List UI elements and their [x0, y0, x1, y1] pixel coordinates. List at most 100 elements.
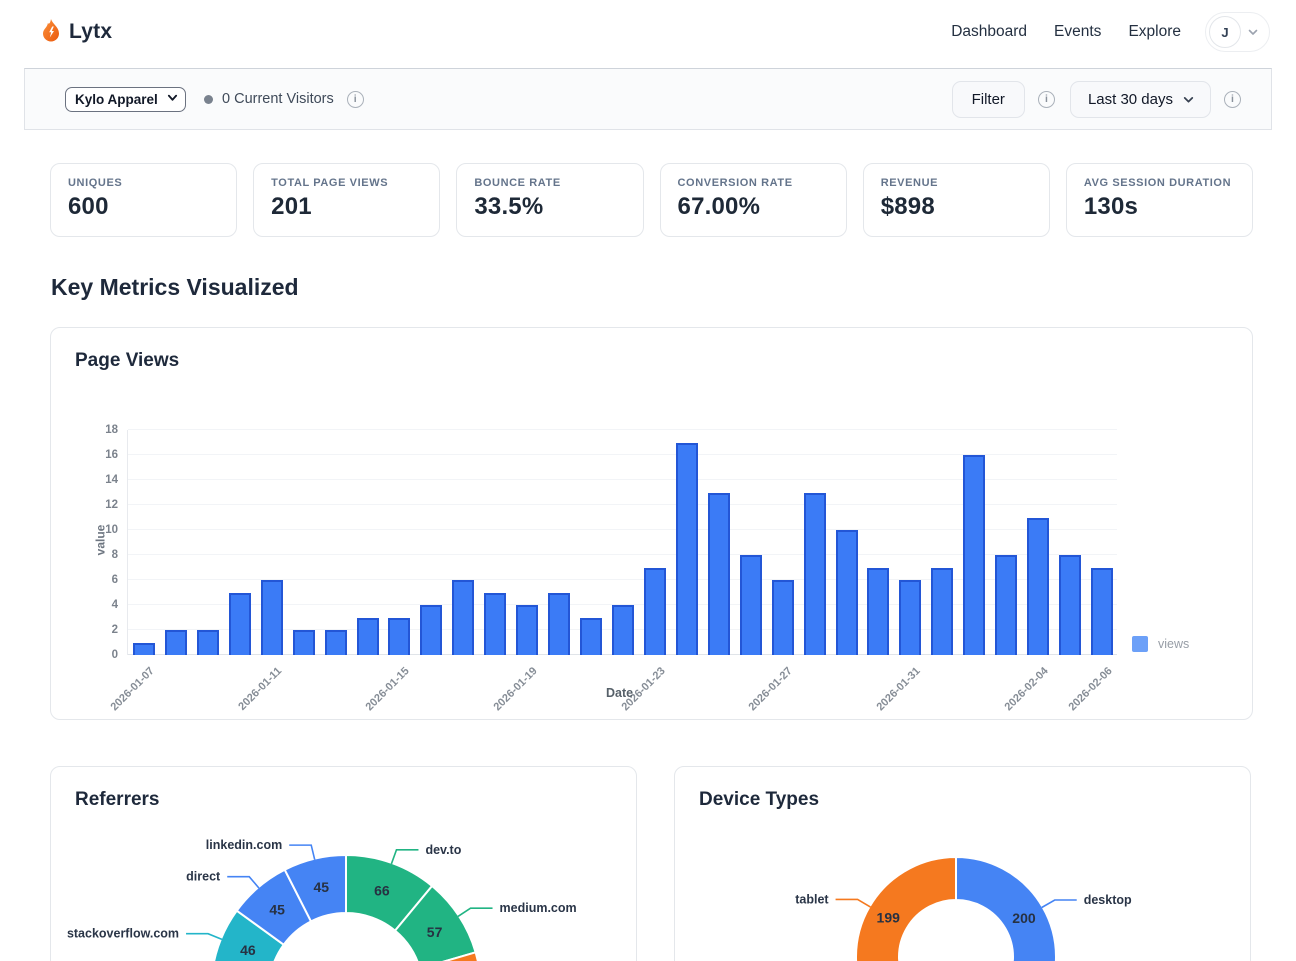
nav-link-explore[interactable]: Explore: [1128, 23, 1181, 40]
date-range-info-icon[interactable]: i: [1224, 90, 1241, 108]
bar-chart-x-axis: 2026-01-07 2026-01-11 2026-01-15 2026-01-19…: [108, 655, 1117, 715]
bar[interactable]: [452, 580, 475, 655]
y-axis-tick-label: 16: [105, 449, 118, 461]
bar[interactable]: [580, 617, 603, 655]
bar[interactable]: [164, 630, 187, 655]
bar[interactable]: [1091, 567, 1114, 655]
bar[interactable]: [324, 630, 347, 655]
donut-slice[interactable]: [413, 951, 481, 961]
gridline: [128, 604, 1117, 605]
bar[interactable]: [516, 605, 539, 655]
chart-legend[interactable]: views: [1132, 636, 1189, 652]
stat-value: 33.5%: [474, 193, 544, 220]
filter-button[interactable]: Filter: [951, 80, 1025, 118]
brand-name: Lytx: [69, 20, 113, 43]
slice-value-label: 46: [240, 942, 256, 958]
stat-value: $898: [880, 193, 935, 220]
slice-value-label: 66: [374, 882, 390, 898]
y-axis-tick-label: 0: [111, 649, 118, 661]
device-types-chart-title: Device Types: [699, 789, 820, 810]
x-axis-title: Date: [606, 686, 634, 700]
stat-card-conversion-rate: CONVERSION RATE 67.00%: [659, 163, 847, 237]
bar[interactable]: [420, 605, 443, 655]
device-types-donut-chart: 200 desktop 199 tablet: [795, 855, 1132, 961]
bar[interactable]: [1027, 517, 1050, 655]
slice-value-label: 199: [877, 909, 901, 925]
avatar: J: [1209, 16, 1241, 48]
slice-value-label: 45: [269, 901, 285, 917]
gridline: [128, 579, 1117, 580]
y-axis-tick-label: 2: [111, 624, 118, 636]
label-leader-line: [227, 875, 260, 889]
stat-value: 201: [271, 193, 312, 220]
legend-swatch: [1132, 636, 1148, 652]
chevron-down-icon: [1182, 93, 1195, 106]
bar[interactable]: [963, 455, 986, 655]
bar[interactable]: [228, 592, 251, 655]
gridline: [128, 529, 1117, 530]
top-nav: Lytx Dashboard Events Explore J: [0, 0, 1296, 64]
gridline: [128, 554, 1117, 555]
donut-slice[interactable]: [855, 855, 957, 961]
main-content: UNIQUES 600 TOTAL PAGE VIEWS 201 BOUNCE …: [0, 163, 1296, 961]
bar[interactable]: [548, 592, 571, 655]
x-axis-tick-label: 2026-01-15: [363, 665, 412, 714]
bar[interactable]: [484, 592, 507, 655]
date-range-button[interactable]: Last 30 days: [1069, 80, 1211, 118]
bar[interactable]: [995, 555, 1018, 655]
stats-row: UNIQUES 600 TOTAL PAGE VIEWS 201 BOUNCE …: [50, 163, 1254, 237]
donut-slice[interactable]: [955, 855, 1057, 961]
nav-link-events[interactable]: Events: [1054, 23, 1102, 40]
avatar-initial: J: [1221, 24, 1229, 40]
filter-info-icon[interactable]: i: [1037, 90, 1055, 108]
gridline: [128, 504, 1117, 505]
status-dot: [204, 94, 213, 104]
bar[interactable]: [292, 630, 315, 655]
bar[interactable]: [356, 617, 379, 655]
stat-label: UNIQUES: [68, 177, 123, 189]
user-menu[interactable]: J: [1205, 12, 1270, 52]
label-leader-line: [835, 898, 871, 908]
bar[interactable]: [1059, 555, 1082, 655]
date-range-label: Last 30 days: [1087, 90, 1173, 108]
donut-slice[interactable]: [283, 853, 347, 923]
y-axis-tick-label: 4: [111, 599, 118, 611]
bar[interactable]: [260, 580, 283, 655]
site-selector-wrap: Kylo Apparel: [65, 86, 186, 112]
bar[interactable]: [675, 442, 698, 655]
x-axis-tick-label: 2026-01-19: [491, 665, 540, 714]
page-views-chart-title: Page Views: [75, 350, 180, 371]
slice-name-label: tablet: [795, 892, 829, 906]
visitors-info-icon[interactable]: i: [346, 90, 364, 108]
slice-name-label: desktop: [1084, 893, 1132, 907]
stat-card-bounce-rate: BOUNCE RATE 33.5%: [456, 163, 644, 237]
bar[interactable]: [707, 492, 730, 655]
stat-card-total-page-views: TOTAL PAGE VIEWS 201: [253, 163, 441, 237]
bar[interactable]: [771, 580, 794, 655]
toolbar-right: Filter i Last 30 days i: [951, 80, 1241, 118]
stat-label: TOTAL PAGE VIEWS: [271, 177, 389, 189]
bar[interactable]: [739, 555, 762, 655]
label-leader-line: [457, 907, 493, 918]
bar[interactable]: [899, 580, 922, 655]
referrers-card: Referrers 66 dev.to 57 medium.com 46 stackove…: [50, 766, 637, 961]
bar[interactable]: [196, 630, 219, 655]
bar[interactable]: [867, 567, 890, 655]
bar[interactable]: [612, 605, 634, 655]
chevron-down-icon: [1247, 26, 1259, 38]
site-selector[interactable]: Kylo Apparel: [65, 86, 186, 112]
stat-value: 67.00%: [677, 193, 761, 220]
y-axis-tick-label: 14: [105, 474, 118, 486]
bar[interactable]: [931, 567, 954, 655]
bar[interactable]: [835, 530, 858, 655]
bar[interactable]: [388, 617, 411, 655]
bar[interactable]: [643, 567, 666, 655]
nav-link-dashboard[interactable]: Dashboard: [951, 23, 1028, 40]
bar-chart-plot: 0 2 4 6 8 10 12 14 16 18: [105, 424, 1117, 661]
x-axis-tick-label: 2026-02-04: [1002, 665, 1051, 714]
nav-links: Dashboard Events Explore: [951, 23, 1181, 41]
x-axis-tick-label: 2026-02-06: [1066, 665, 1115, 714]
bar[interactable]: [803, 492, 826, 655]
bar[interactable]: [132, 642, 155, 655]
slice-value-label: 200: [1012, 910, 1036, 926]
